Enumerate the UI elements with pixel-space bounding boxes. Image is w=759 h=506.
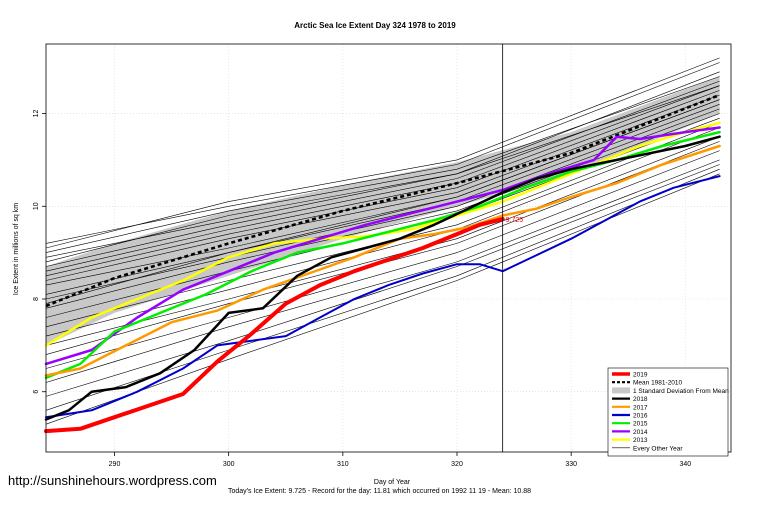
other-year-line bbox=[45, 168, 720, 411]
other-year-line bbox=[45, 127, 720, 337]
series-line-2016 bbox=[45, 175, 721, 419]
series-line-2019 bbox=[44, 217, 505, 434]
y-axis-label: Ice Extent in millions of sq km bbox=[13, 203, 20, 295]
legend-label: 2015 bbox=[633, 421, 648, 428]
x-tick-label: 310 bbox=[337, 461, 349, 468]
axes: 290 300 310 320 330 340 6 8 10 12 bbox=[33, 43, 732, 468]
legend-label: 2018 bbox=[633, 396, 648, 403]
y-tick-label: 12 bbox=[33, 110, 40, 118]
current-day-marker: 9.725 bbox=[502, 44, 524, 452]
chart-title: Arctic Sea Ice Extent Day 324 1978 to 20… bbox=[294, 21, 456, 30]
watermark-url: http://sunshinehours.wordpress.com bbox=[8, 473, 217, 488]
other-year-line bbox=[45, 104, 720, 295]
plot-frame bbox=[45, 43, 732, 453]
current-value-label: 9.725 bbox=[506, 217, 524, 224]
mean-line bbox=[45, 93, 721, 308]
legend-label: Mean 1981-2010 bbox=[633, 380, 683, 387]
other-year-line bbox=[45, 85, 720, 263]
x-tick-label: 320 bbox=[451, 461, 463, 468]
x-tick-label: 300 bbox=[223, 461, 235, 468]
series-lines bbox=[44, 121, 721, 434]
other-year-line bbox=[45, 122, 720, 328]
other-year-line bbox=[45, 99, 720, 304]
other-year-line bbox=[45, 159, 720, 383]
x-tick-label: 290 bbox=[109, 461, 121, 468]
y-tick-label: 10 bbox=[33, 202, 40, 210]
legend-label: 2019 bbox=[633, 372, 648, 379]
other-year-line bbox=[45, 164, 720, 397]
x-tick-label: 340 bbox=[679, 461, 691, 468]
legend-label: 2013 bbox=[633, 437, 648, 444]
legend-label: 2014 bbox=[633, 429, 648, 436]
legend-swatch bbox=[612, 387, 630, 394]
other-year-line bbox=[45, 94, 720, 281]
series-line-2018 bbox=[44, 135, 721, 421]
x-axis-label: Day of Year bbox=[374, 479, 411, 486]
legend-label: 2017 bbox=[633, 404, 648, 411]
legend-label: 2016 bbox=[633, 413, 648, 420]
other-year-line bbox=[45, 57, 720, 249]
y-tick-label: 6 bbox=[33, 390, 40, 394]
mean-1981-2010-line bbox=[45, 93, 721, 308]
other-year-line bbox=[45, 150, 720, 369]
legend-label: Every Other Year bbox=[633, 445, 683, 452]
other-year-line bbox=[45, 85, 720, 272]
other-year-line bbox=[45, 90, 720, 277]
legend-label: 1 Standard Deviation From Mean bbox=[633, 388, 729, 395]
x-tick-label: 330 bbox=[565, 461, 577, 468]
footer-note: Today's Ice Extent: 9.725 - Record for t… bbox=[227, 488, 532, 495]
y-tick-label: 8 bbox=[33, 297, 40, 301]
series-line-2014 bbox=[44, 126, 721, 366]
